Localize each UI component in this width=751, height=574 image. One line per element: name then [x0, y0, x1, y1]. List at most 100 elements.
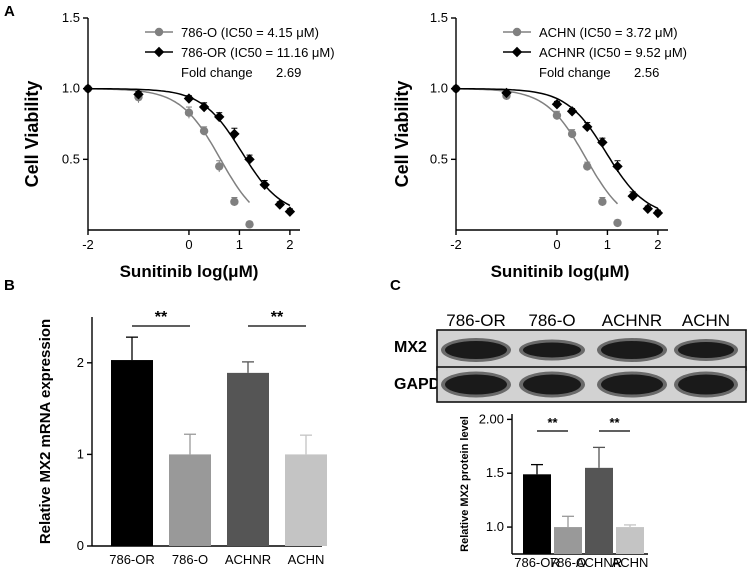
category-label-786-o: 786-O — [550, 555, 586, 570]
legend: 786-O (IC50 = 4.15 μM) 786-OR (IC50 = 11… — [145, 25, 335, 80]
significance-markers: ** ** — [132, 309, 306, 327]
y-tick-label: 0.5 — [62, 151, 80, 166]
data-point-786-or — [82, 83, 94, 94]
data-point-achn — [598, 197, 607, 206]
x-tick-label: 0 — [185, 237, 192, 252]
bar-achn — [616, 527, 644, 554]
blot-row-label-mx2: MX2 — [394, 339, 427, 356]
category-label-achnr: ACHNR — [225, 552, 271, 567]
western-blot: 786-OR 786-O ACHNR ACHN MX2 GAPDH — [394, 311, 747, 403]
blot-band — [678, 374, 734, 395]
blot-band — [523, 342, 581, 358]
data-point-786-or — [183, 93, 195, 104]
x-tick-label: -2 — [450, 237, 462, 252]
data-point-achn — [583, 162, 592, 171]
blot-band — [601, 374, 663, 395]
data-point-achnr — [627, 190, 638, 202]
blot-lane-label-786-o: 786-O — [528, 311, 575, 330]
data-point-achnr — [450, 83, 462, 94]
blot-band — [445, 341, 507, 359]
panel-letter-c: C — [390, 277, 401, 294]
x-tick-label: 0 — [553, 237, 560, 252]
mrna-bar-chart: 0 1 2 ** ** 786-OR 786-O ACHNR ACHN Relative M… — [37, 309, 327, 567]
fit-curve-achn — [456, 88, 619, 205]
category-label-achn: ACHN — [612, 555, 649, 570]
y-tick-label: 0.5 — [430, 151, 448, 166]
fit-curve-786-or — [88, 87, 291, 207]
blot-lane-labels: 786-OR 786-O ACHNR ACHN — [446, 311, 730, 330]
blot-strips — [436, 329, 747, 403]
data-point-achnr — [582, 121, 593, 133]
legend-label-achnr: ACHNR (IC50 = 9.52 μM) — [539, 45, 687, 60]
significance-label: ** — [155, 309, 168, 326]
data-point-786-o — [199, 126, 209, 136]
data-point-achnr — [501, 87, 512, 99]
legend-marker-786-or — [153, 46, 165, 58]
dose-response-chart-achn: 0.5 1.0 1.5 -2 0 1 2 ACHN (IC50 = 3.72 μM) ACH… — [392, 10, 687, 281]
bar-achnr — [227, 372, 269, 546]
bar-786-or — [523, 474, 551, 554]
significance-label: ** — [609, 415, 620, 430]
data-point-achn — [567, 129, 577, 139]
data-point-achnr — [597, 137, 608, 148]
bar-achnr — [585, 467, 613, 554]
x-axis-label: Sunitinib log(μM) — [491, 262, 630, 281]
blot-band — [523, 374, 581, 395]
bars — [111, 336, 327, 546]
y-tick-label: 0 — [77, 538, 84, 553]
data-point-achn — [552, 111, 562, 120]
data-point-achnr — [612, 161, 623, 172]
legend-label-achn: ACHN (IC50 = 3.72 μM) — [539, 25, 678, 40]
fold-change-value: 2.56 — [634, 65, 659, 80]
blot-band — [601, 341, 663, 359]
y-tick-label: 1.0 — [430, 81, 448, 96]
y-tick-label: 2.00 — [479, 411, 504, 426]
significance-label: ** — [271, 309, 284, 326]
legend: ACHN (IC50 = 3.72 μM) ACHNR (IC50 = 9.52… — [503, 25, 687, 80]
y-tick-label: 1.5 — [62, 10, 80, 25]
fold-change-label: Fold change — [539, 65, 611, 80]
blot-lane-label-achn: ACHN — [682, 311, 730, 330]
x-tick-label: 1 — [604, 237, 611, 252]
fit-curve-achnr — [456, 87, 659, 209]
category-label-achnr: ACHNR — [576, 555, 622, 570]
data-points — [82, 83, 296, 229]
panel-letter-a: A — [4, 3, 15, 20]
data-point-786-o — [245, 220, 254, 229]
legend-marker-achn — [512, 27, 522, 37]
blot-band — [678, 342, 734, 358]
x-tick-label: -2 — [82, 237, 94, 252]
fold-change-label: Fold change — [181, 65, 253, 80]
y-tick-label: 1 — [77, 446, 84, 461]
data-point-786-o — [215, 162, 224, 171]
data-point-achnr — [566, 106, 578, 117]
y-axis-label: Cell Viability — [392, 81, 412, 188]
category-label-786-or: 786-OR — [514, 555, 560, 570]
data-point-786-or — [259, 179, 270, 190]
bar-achn — [285, 454, 327, 546]
x-axis-label: Sunitinib log(μM) — [120, 262, 259, 281]
data-point-786-or — [229, 128, 240, 140]
y-tick-label: 1.5 — [430, 10, 448, 25]
y-tick-label: 1.0 — [486, 519, 504, 534]
data-point-achnr — [642, 203, 654, 214]
data-point-achnr — [551, 99, 563, 110]
data-point-786-o — [184, 108, 194, 117]
data-point-achnr — [652, 207, 664, 219]
data-points — [450, 83, 664, 228]
significance-markers: ** ** — [537, 415, 630, 432]
legend-label-786-or: 786-OR (IC50 = 11.16 μM) — [181, 45, 335, 60]
significance-label: ** — [547, 415, 558, 430]
x-tick-label: 2 — [286, 237, 293, 252]
bars — [523, 446, 644, 554]
data-point-786-o — [230, 197, 239, 206]
category-label-786-or: 786-OR — [109, 552, 155, 567]
data-point-786-or — [274, 199, 286, 210]
y-axis-label: Cell Viability — [22, 81, 42, 188]
data-point-786-or — [244, 154, 255, 165]
fold-change-value: 2.69 — [276, 65, 301, 80]
axes: 0.5 1.0 1.5 -2 0 1 2 — [430, 10, 668, 252]
